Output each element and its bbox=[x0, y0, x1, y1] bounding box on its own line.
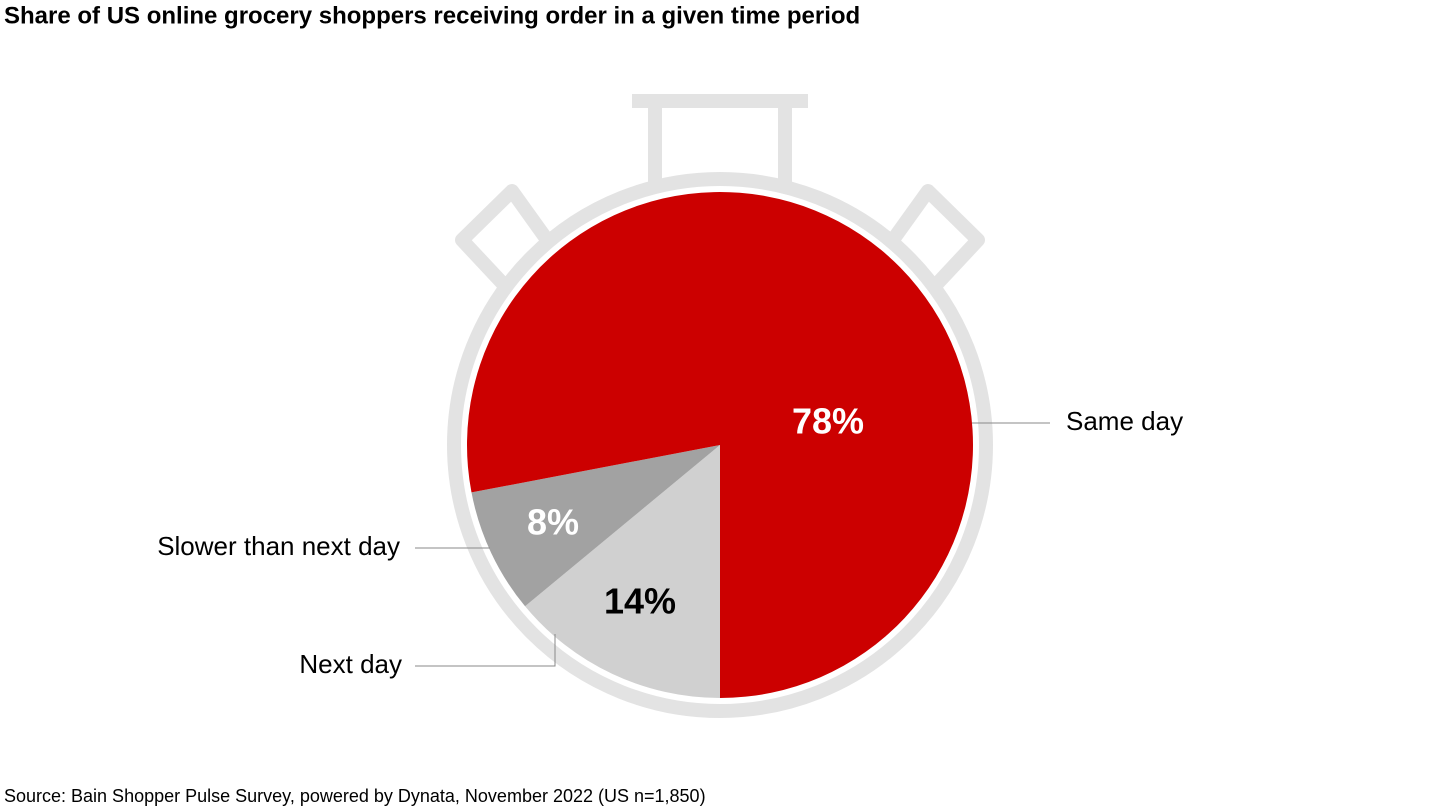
category-label: Next day bbox=[299, 649, 402, 679]
chart-title: Share of US online grocery shoppers rece… bbox=[4, 2, 860, 29]
category-label: Slower than next day bbox=[157, 531, 400, 561]
value-label: 78% bbox=[792, 401, 864, 442]
pie-slice bbox=[467, 192, 974, 698]
source-note: Source: Bain Shopper Pulse Survey, power… bbox=[4, 786, 706, 806]
stopwatch-outline bbox=[447, 94, 993, 718]
pie-slice bbox=[471, 445, 720, 607]
value-label: 8% bbox=[527, 502, 579, 543]
value-label: 14% bbox=[604, 581, 676, 622]
leader-line bbox=[415, 634, 556, 667]
pie-slice bbox=[525, 445, 720, 698]
category-label: Same day bbox=[1066, 406, 1183, 436]
